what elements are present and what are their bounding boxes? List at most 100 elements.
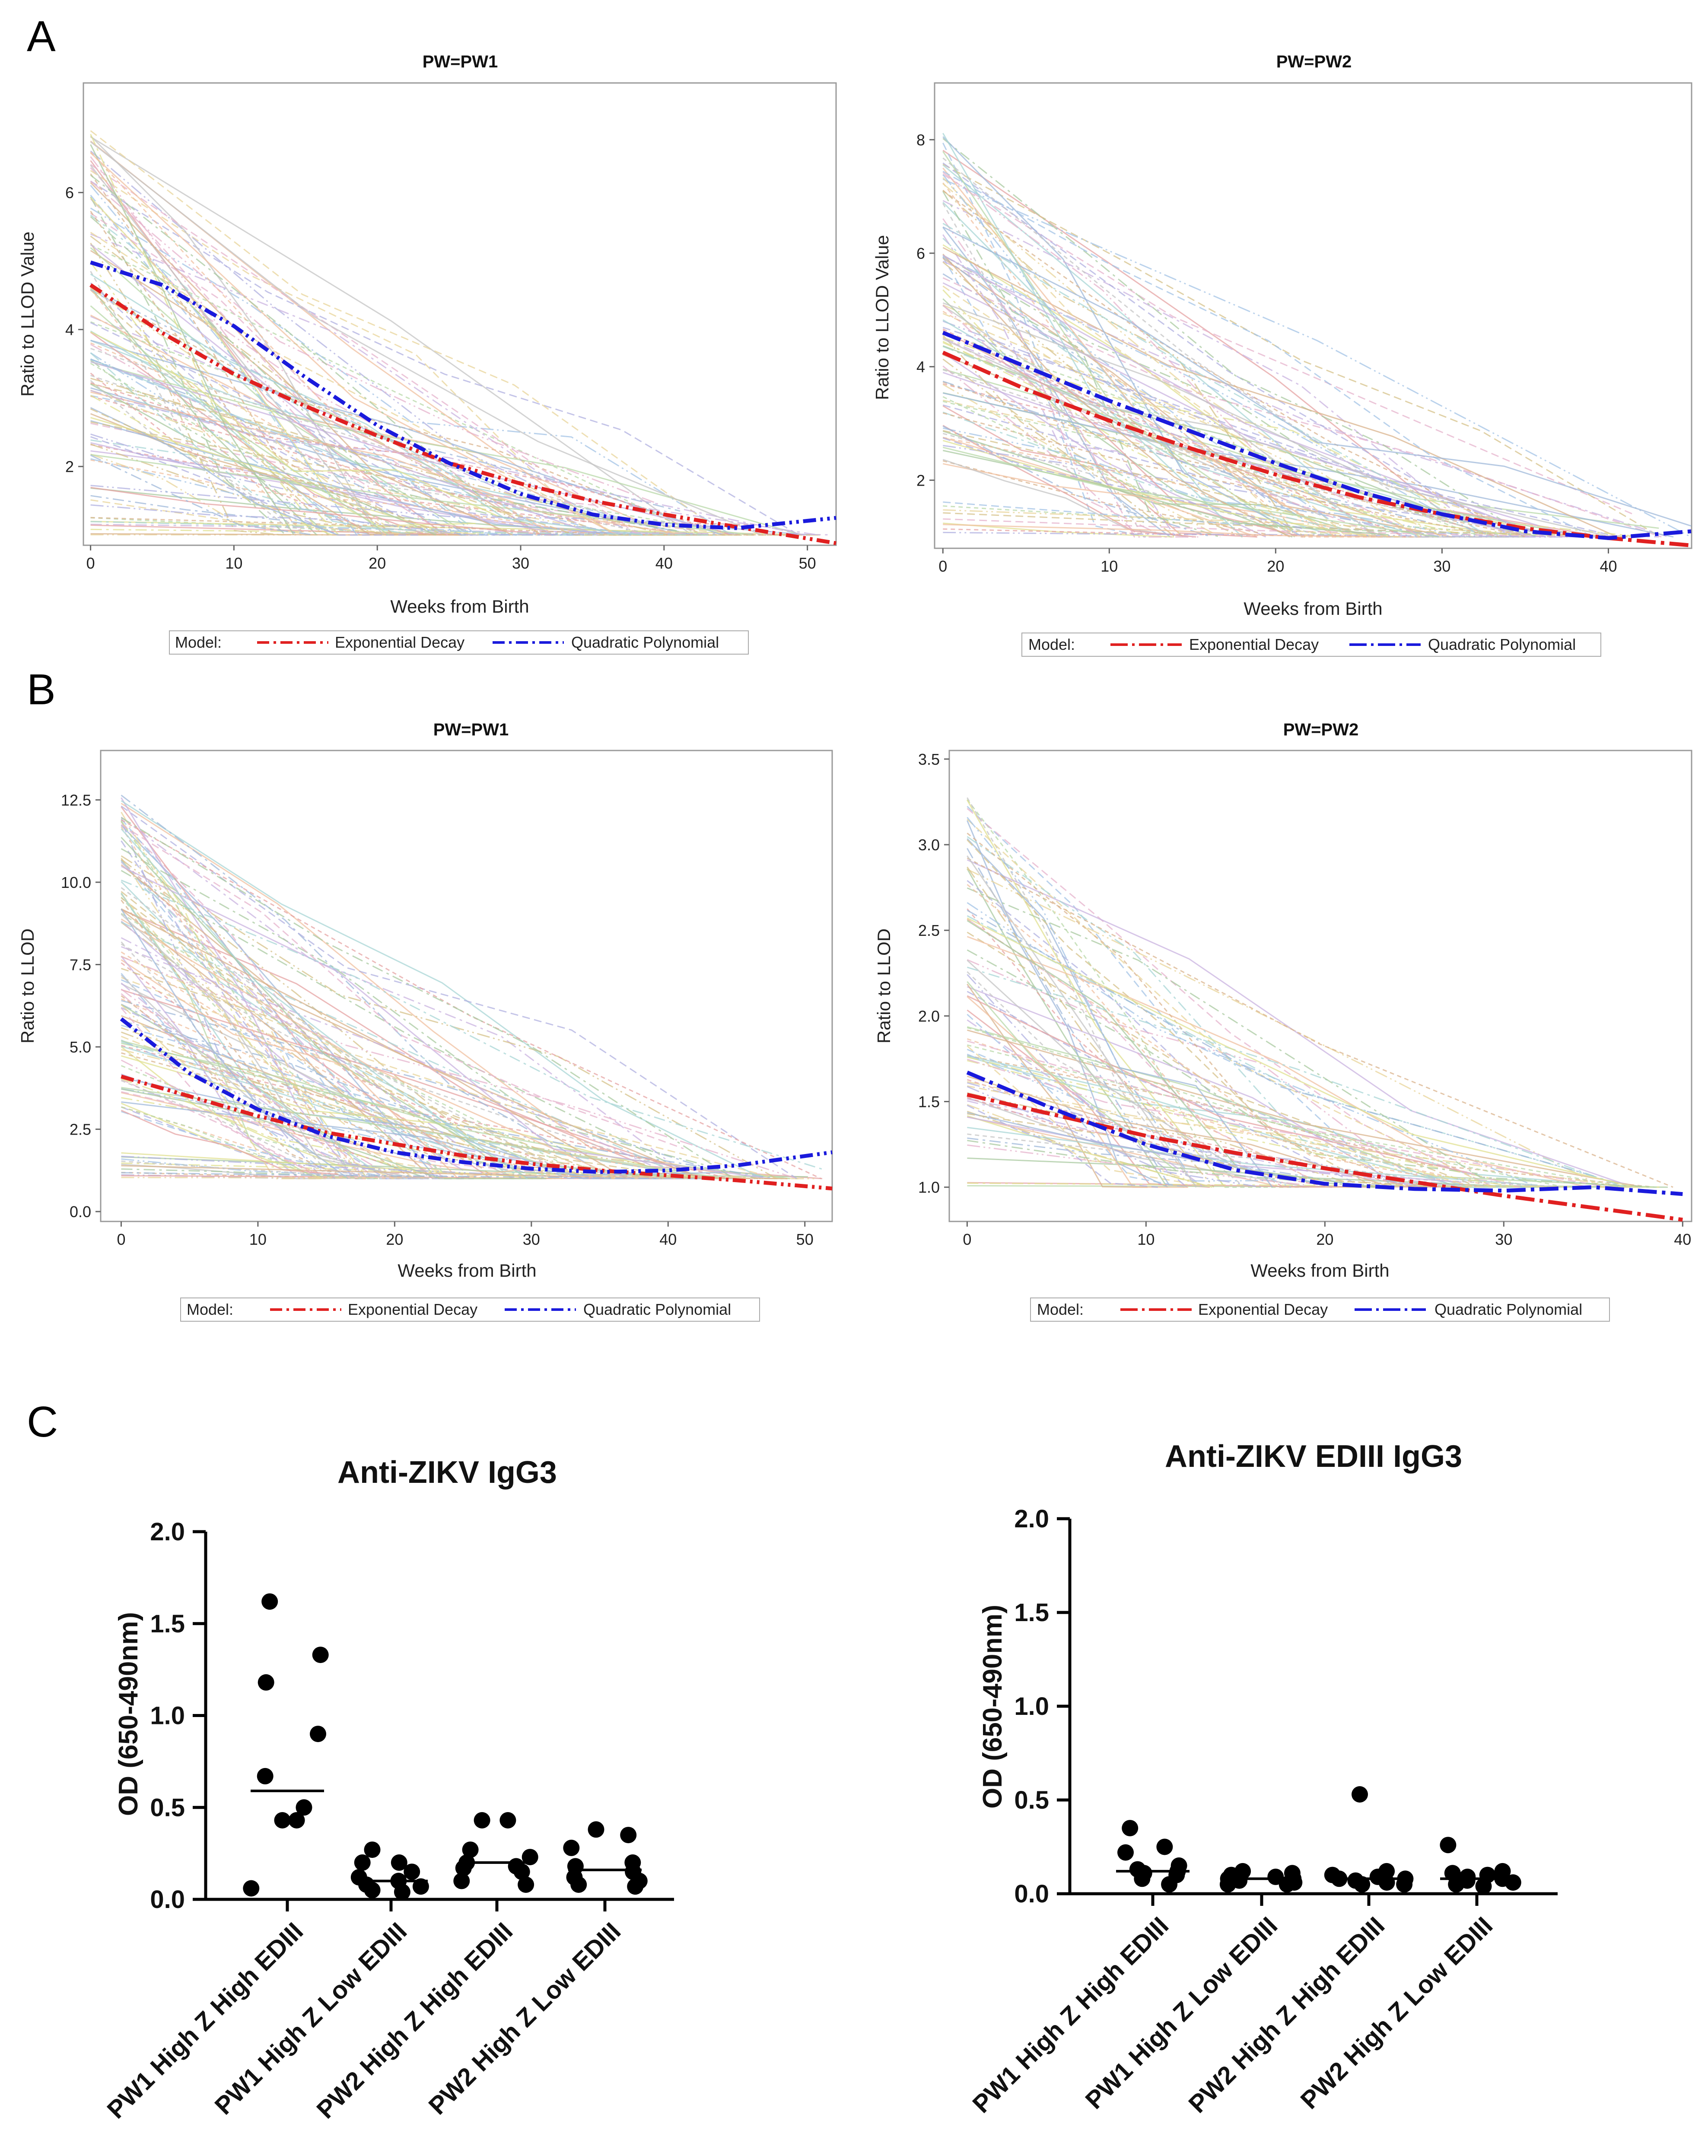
trajectory-line <box>942 340 1324 525</box>
trajectory-line <box>121 1078 422 1174</box>
trajectory-line <box>121 1088 547 1180</box>
x-tick-label: 40 <box>1600 557 1617 575</box>
trajectory-line <box>90 331 498 517</box>
data-point <box>1352 1786 1368 1803</box>
y-tick-label: 1.0 <box>150 1702 185 1730</box>
y-tick-label: 8 <box>916 131 925 149</box>
data-point <box>453 1873 470 1889</box>
exponential-decay-line <box>942 350 1692 547</box>
trajectory-line <box>90 442 611 536</box>
panel-label-b: B <box>27 665 56 714</box>
data-point <box>312 1647 329 1663</box>
trajectory-line <box>90 495 377 536</box>
trajectory-line <box>90 433 473 533</box>
x-tick-label: 10 <box>249 1231 267 1248</box>
data-point <box>1504 1874 1521 1891</box>
chart-title: PW=PW2 <box>1276 52 1352 71</box>
trajectory-line <box>90 458 516 536</box>
trajectory-line <box>121 956 797 1180</box>
trajectory-line <box>90 152 617 536</box>
trajectory-line <box>90 363 414 536</box>
quadratic-polynomial-line <box>942 331 1692 540</box>
trajectory-line <box>942 369 1505 538</box>
trajectory-line <box>121 1046 556 1180</box>
trajectory-line <box>90 420 631 536</box>
legend-quad-label: Quadratic Polynomial <box>583 1301 731 1318</box>
trajectory-line <box>121 943 704 1180</box>
y-tick-label: 2 <box>65 458 74 476</box>
y-axis-label: Ratio to LLOD Value <box>17 232 38 397</box>
trajectory-line <box>121 817 734 1180</box>
x-tick-label: 30 <box>1433 557 1450 575</box>
trajectory-line <box>942 277 1662 538</box>
trajectory-line <box>121 955 300 1180</box>
trajectory-line <box>967 868 1168 1188</box>
data-point <box>462 1841 479 1858</box>
category-label: PW1 High Z High EDIII <box>102 1917 309 2124</box>
trajectory-line <box>942 411 1372 538</box>
trajectory-line <box>967 936 1588 1188</box>
trajectory-line <box>121 921 689 1180</box>
x-tick-label: 20 <box>1267 557 1284 575</box>
trajectory-line <box>967 1019 1205 1188</box>
y-tick-label: 2.0 <box>918 1007 940 1025</box>
x-tick-label: 30 <box>523 1231 540 1248</box>
x-axis-label: Weeks from Birth <box>1250 1260 1389 1281</box>
y-tick-label: 1.5 <box>150 1610 185 1638</box>
trajectory-line <box>121 1036 486 1180</box>
quadratic-polynomial-line <box>966 1071 1683 1196</box>
trajectory-line <box>942 404 1579 538</box>
trajectory-line <box>90 282 435 536</box>
data-point <box>364 1882 381 1898</box>
trajectory-line <box>967 1081 1624 1188</box>
x-tick-label: 50 <box>796 1231 814 1248</box>
trajectory-line <box>121 962 383 1164</box>
legend-b1: Model: Exponential Decay Quadratic Polyn… <box>180 1297 760 1322</box>
data-point <box>391 1854 407 1871</box>
trajectory-line <box>942 238 1377 537</box>
trajectory-line <box>942 304 1199 538</box>
y-tick-label: 1.0 <box>918 1179 940 1196</box>
x-tick-label: 30 <box>1495 1231 1512 1248</box>
trajectory-line <box>942 331 1482 538</box>
trajectory-line <box>121 1020 776 1180</box>
data-points <box>243 1593 648 1900</box>
data-point <box>588 1821 604 1838</box>
trajectory-line <box>90 352 335 518</box>
trajectory-line <box>121 1177 814 1180</box>
data-point <box>1354 1876 1371 1893</box>
trajectory-line <box>90 521 719 536</box>
y-tick-label: 3.5 <box>918 750 940 768</box>
category-label: PW1 High Z High EDIII <box>967 1911 1174 2118</box>
trajectory-line <box>121 1004 326 1180</box>
exponential-decay-line <box>121 1075 833 1191</box>
legend-exp-label: Exponential Decay <box>1189 636 1319 653</box>
trajectory-line <box>943 518 1580 538</box>
trajectory-line <box>967 919 1328 1188</box>
trajectory-line <box>121 937 638 1180</box>
data-point <box>455 1860 472 1876</box>
trajectory-line <box>90 382 732 536</box>
trajectory-line <box>90 389 586 528</box>
trajectory-line <box>90 340 723 536</box>
plot-frame <box>948 750 1692 1222</box>
trajectory-line <box>121 1073 462 1180</box>
plot-frame <box>83 82 837 546</box>
trajectory-line <box>121 879 824 1170</box>
trajectory-line <box>942 337 1536 538</box>
data-point <box>1219 1876 1236 1893</box>
trajectory-line <box>121 959 569 1179</box>
trajectory-line <box>90 244 700 536</box>
x-tick-label: 0 <box>963 1231 971 1248</box>
trajectory-line <box>90 305 389 536</box>
trajectory-line <box>942 223 1491 538</box>
trajectory-line <box>90 165 384 536</box>
trajectory-line <box>967 855 1197 1188</box>
trajectory-line <box>90 394 332 536</box>
category-label: PW2 High Z Low EDIII <box>423 1917 626 2120</box>
plot-frame <box>934 82 1692 549</box>
data-point <box>1475 1878 1492 1895</box>
legend-b2: Model: Exponential Decay Quadratic Polyn… <box>1030 1297 1610 1322</box>
y-tick-label: 12.5 <box>61 791 91 809</box>
